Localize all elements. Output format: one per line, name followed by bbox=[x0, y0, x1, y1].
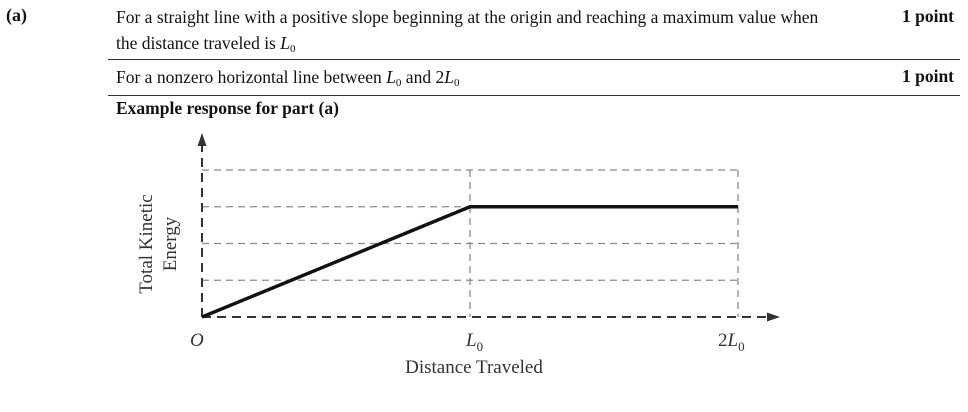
x-tick-origin: O bbox=[190, 330, 204, 351]
criterion-2-sub1: 0 bbox=[395, 77, 402, 89]
grid-lines bbox=[202, 169, 739, 317]
criterion-2-sub2: 0 bbox=[453, 77, 460, 89]
criterion-1-points: 1 point bbox=[901, 6, 954, 26]
criterion-1-sub: 0 bbox=[289, 43, 296, 55]
x-tick-2L0-var: L bbox=[727, 330, 739, 351]
y-axis-arrowhead bbox=[197, 133, 207, 146]
y-axis-label-line2: Energy bbox=[160, 216, 181, 271]
x-tick-L0-sub: 0 bbox=[477, 339, 484, 354]
row-divider bbox=[108, 59, 960, 60]
criterion-2-var1: L bbox=[386, 67, 396, 87]
x-tick-2L0: 2L0 bbox=[718, 330, 745, 354]
part-label: (a) bbox=[6, 5, 27, 25]
x-axis-arrowhead bbox=[767, 312, 780, 322]
criterion-1-var: L bbox=[280, 33, 290, 53]
x-tick-2L0-prefix: 2 bbox=[718, 330, 728, 351]
criterion-2-body: For a nonzero horizontal line between bbox=[116, 67, 387, 87]
criterion-2-points: 1 point bbox=[901, 66, 954, 86]
criterion-2-var2: L bbox=[444, 67, 454, 87]
criterion-2-text: For a nonzero horizontal line between L0… bbox=[116, 64, 459, 96]
example-heading: Example response for part (a) bbox=[116, 98, 339, 118]
x-tick-L0-var: L bbox=[465, 330, 477, 351]
row-divider bbox=[108, 95, 960, 96]
y-axis-label: Total Kinetic Energy bbox=[136, 194, 181, 293]
series-line bbox=[201, 205, 738, 319]
x-tick-2L0-sub: 0 bbox=[738, 339, 745, 354]
x-axis-label: Distance Traveled bbox=[405, 357, 543, 378]
x-tick-L0: L0 bbox=[465, 330, 483, 354]
criterion-1-body: For a straight line with a positive slop… bbox=[116, 7, 819, 53]
criterion-2-mid: and 2 bbox=[401, 67, 445, 87]
criterion-1-text: For a straight line with a positive slop… bbox=[116, 4, 836, 62]
y-axis-label-line1: Total Kinetic bbox=[136, 194, 157, 293]
